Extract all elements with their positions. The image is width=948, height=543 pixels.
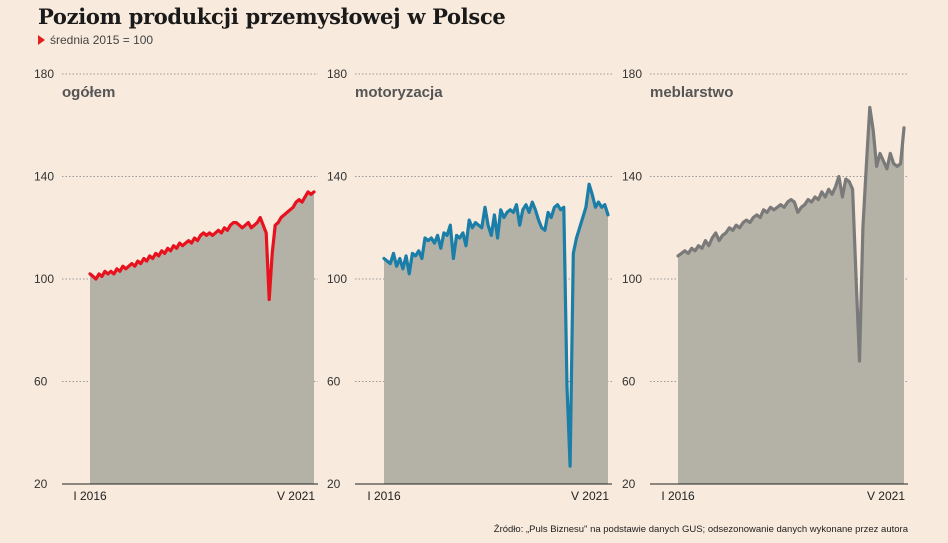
- y-tick-label-meblarstwo-180: 180: [622, 67, 642, 81]
- panel-label-ogolem: ogółem: [62, 84, 115, 101]
- y-tick-label-meblarstwo-140: 140: [622, 170, 642, 184]
- red-triangle-icon: [38, 35, 45, 45]
- y-tick-label-ogolem-180: 180: [34, 67, 54, 81]
- source-note: Źródło: „Puls Biznesu" na podstawie dany…: [493, 524, 908, 535]
- y-tick-label-meblarstwo-20: 20: [622, 477, 636, 491]
- panel-label-motoryzacja: motoryzacja: [355, 84, 443, 101]
- panel-meblarstwo: 20 60 100 140 180 meblarstwo I 2016 V 2021: [622, 67, 908, 503]
- x-tick-label-motoryzacja-end: V 2021: [571, 489, 609, 503]
- y-tick-label-motoryzacja-100: 100: [327, 272, 347, 286]
- series-line-motoryzacja: [382, 182, 610, 468]
- chart-subtitle: średnia 2015 = 100: [38, 33, 153, 47]
- y-tick-label-motoryzacja-180: 180: [327, 67, 347, 81]
- panel-motoryzacja: 20 60 100 140 180 motoryzacja I 2016 V 2021: [327, 67, 612, 503]
- panel-label-meblarstwo: meblarstwo: [650, 84, 733, 101]
- y-tick-label-meblarstwo-60: 60: [622, 375, 636, 389]
- subtitle-text: średnia 2015 = 100: [50, 33, 154, 47]
- chart-title: Poziom produkcji przemysłowej w Polsce: [38, 4, 506, 29]
- y-tick-label-ogolem-140: 140: [34, 170, 54, 184]
- x-tick-label-ogolem-end: V 2021: [277, 489, 315, 503]
- area-meblarstwo: [678, 107, 904, 485]
- y-tick-label-ogolem-20: 20: [34, 477, 48, 491]
- y-tick-label-motoryzacja-140: 140: [327, 170, 347, 184]
- area-ogolem: [90, 191, 314, 484]
- area-motoryzacja: [384, 184, 608, 484]
- panel-ogolem: 20 60 100 140 180 ogółem I 2016 V 2021: [34, 67, 318, 503]
- y-tick-label-motoryzacja-60: 60: [327, 375, 341, 389]
- x-tick-label-ogolem-start: I 2016: [73, 489, 107, 503]
- y-tick-label-motoryzacja-20: 20: [327, 477, 341, 491]
- x-tick-label-meblarstwo-end: V 2021: [867, 489, 905, 503]
- y-tick-label-ogolem-100: 100: [34, 272, 54, 286]
- x-tick-label-meblarstwo-start: I 2016: [661, 489, 695, 503]
- y-tick-label-meblarstwo-100: 100: [622, 272, 642, 286]
- x-tick-label-motoryzacja-start: I 2016: [367, 489, 401, 503]
- series-line-ogolem: [88, 190, 316, 302]
- y-tick-label-ogolem-60: 60: [34, 375, 48, 389]
- series-line-meblarstwo: [676, 105, 906, 363]
